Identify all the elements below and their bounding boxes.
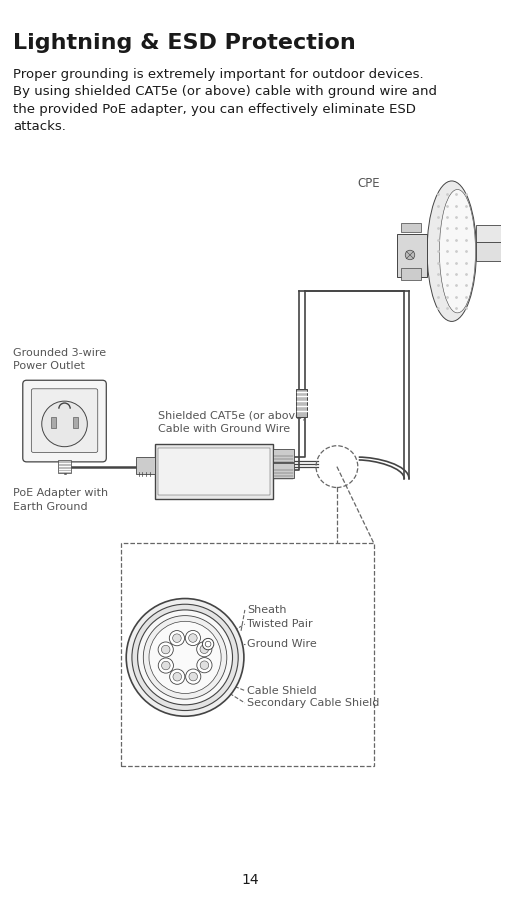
Circle shape <box>406 250 414 260</box>
Bar <box>155 444 274 499</box>
Text: CPE: CPE <box>358 177 380 190</box>
Circle shape <box>132 604 238 710</box>
Circle shape <box>197 641 212 657</box>
Circle shape <box>42 401 87 447</box>
Bar <box>476 242 503 261</box>
Circle shape <box>162 645 170 653</box>
Circle shape <box>173 673 182 681</box>
Bar <box>476 224 510 242</box>
Text: Ground Wire: Ground Wire <box>247 639 316 649</box>
Circle shape <box>197 658 212 673</box>
Circle shape <box>189 673 197 681</box>
Text: Proper grounding is extremely important for outdoor devices.: Proper grounding is extremely important … <box>13 68 424 81</box>
Bar <box>274 463 294 478</box>
Bar <box>51 417 56 427</box>
Bar <box>73 417 78 427</box>
Ellipse shape <box>427 181 476 322</box>
Circle shape <box>138 610 232 705</box>
Text: Grounded 3-wire
Power Outlet: Grounded 3-wire Power Outlet <box>13 348 107 371</box>
Circle shape <box>158 658 173 673</box>
Circle shape <box>202 639 214 650</box>
Circle shape <box>186 669 201 684</box>
Bar <box>121 543 374 766</box>
Bar <box>401 222 421 233</box>
Circle shape <box>143 616 227 699</box>
Circle shape <box>200 661 209 669</box>
Circle shape <box>173 634 181 642</box>
Text: 14: 14 <box>242 873 259 887</box>
Circle shape <box>185 630 201 646</box>
Circle shape <box>169 630 184 646</box>
Text: By using shielded CAT5e (or above) cable with ground wire and
the provided PoE a: By using shielded CAT5e (or above) cable… <box>13 85 437 133</box>
FancyBboxPatch shape <box>23 380 106 462</box>
Bar <box>274 448 294 462</box>
Text: Cable Shield: Cable Shield <box>247 686 316 696</box>
Bar <box>158 448 269 495</box>
Bar <box>58 460 71 473</box>
Text: Twisted Pair: Twisted Pair <box>247 619 313 630</box>
Text: Secondary Cable Shield: Secondary Cable Shield <box>247 698 379 708</box>
Bar <box>401 268 421 279</box>
Bar <box>136 457 155 474</box>
Text: Shielded CAT5e (or above)
Cable with Ground Wire: Shielded CAT5e (or above) Cable with Gro… <box>157 411 306 434</box>
Circle shape <box>158 642 173 657</box>
Circle shape <box>200 645 209 653</box>
Text: PoE Adapter with
Earth Ground: PoE Adapter with Earth Ground <box>13 488 108 512</box>
Circle shape <box>188 634 197 642</box>
Circle shape <box>169 669 185 685</box>
Text: Sheath: Sheath <box>247 605 286 615</box>
FancyBboxPatch shape <box>31 389 98 452</box>
Circle shape <box>162 662 170 670</box>
Text: Lightning & ESD Protection: Lightning & ESD Protection <box>13 33 356 53</box>
Circle shape <box>126 598 244 716</box>
Ellipse shape <box>439 189 476 312</box>
Bar <box>397 234 427 277</box>
Bar <box>296 389 307 417</box>
Circle shape <box>149 621 221 694</box>
